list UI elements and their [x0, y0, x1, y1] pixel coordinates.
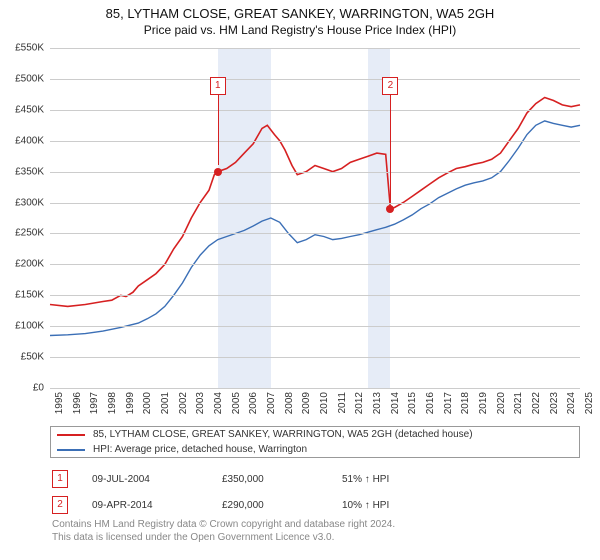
y-axis-label: £500K [0, 73, 44, 84]
legend-item: HPI: Average price, detached house, Warr… [51, 442, 579, 457]
x-axis-label: 1997 [89, 392, 100, 422]
gridline [50, 203, 580, 204]
x-axis-label: 1999 [125, 392, 136, 422]
marker-number-box: 2 [382, 77, 398, 95]
event-date: 09-APR-2014 [92, 500, 222, 511]
x-axis-label: 2015 [407, 392, 418, 422]
gridline [50, 233, 580, 234]
y-axis-label: £150K [0, 290, 44, 301]
gridline [50, 264, 580, 265]
chart-title: 85, LYTHAM CLOSE, GREAT SANKEY, WARRINGT… [0, 0, 600, 23]
x-axis-label: 1998 [107, 392, 118, 422]
x-axis-label: 2012 [354, 392, 365, 422]
y-axis-label: £350K [0, 166, 44, 177]
event-number: 2 [52, 496, 68, 514]
gridline [50, 357, 580, 358]
y-axis-label: £300K [0, 197, 44, 208]
x-axis-label: 2010 [319, 392, 330, 422]
legend: 85, LYTHAM CLOSE, GREAT SANKEY, WARRINGT… [50, 426, 580, 458]
x-axis-label: 2017 [443, 392, 454, 422]
gridline [50, 326, 580, 327]
y-axis-label: £100K [0, 321, 44, 332]
legend-swatch [57, 449, 85, 451]
y-axis-label: £250K [0, 228, 44, 239]
x-axis-label: 2003 [195, 392, 206, 422]
legend-label: 85, LYTHAM CLOSE, GREAT SANKEY, WARRINGT… [93, 429, 473, 440]
footnote-line1: Contains HM Land Registry data © Crown c… [52, 519, 395, 530]
event-pct: 51% ↑ HPI [342, 474, 462, 485]
legend-swatch [57, 434, 85, 436]
event-date: 09-JUL-2004 [92, 474, 222, 485]
x-axis-label: 2023 [549, 392, 560, 422]
x-axis-label: 2006 [248, 392, 259, 422]
marker-dot [214, 168, 222, 176]
x-axis-label: 2000 [142, 392, 153, 422]
marker-number-box: 1 [210, 77, 226, 95]
event-price: £290,000 [222, 500, 342, 511]
legend-label: HPI: Average price, detached house, Warr… [93, 444, 307, 455]
event-table: 1 09-JUL-2004£350,00051% ↑ HPI 2 09-APR-201… [50, 466, 580, 518]
chart-subtitle: Price paid vs. HM Land Registry's House … [0, 23, 600, 41]
event-price: £350,000 [222, 474, 342, 485]
gridline [50, 48, 580, 49]
x-axis-label: 1996 [72, 392, 83, 422]
footnote: Contains HM Land Registry data © Crown c… [52, 518, 395, 544]
x-axis-label: 2019 [478, 392, 489, 422]
x-axis-label: 2001 [160, 392, 171, 422]
footnote-line2: This data is licensed under the Open Gov… [52, 532, 334, 543]
x-axis-label: 2002 [178, 392, 189, 422]
gridline [50, 295, 580, 296]
x-axis-label: 2025 [584, 392, 595, 422]
x-axis-label: 2020 [496, 392, 507, 422]
y-axis-label: £550K [0, 43, 44, 54]
chart-container: 85, LYTHAM CLOSE, GREAT SANKEY, WARRINGT… [0, 0, 600, 560]
legend-item: 85, LYTHAM CLOSE, GREAT SANKEY, WARRINGT… [51, 427, 579, 442]
x-axis-label: 2014 [390, 392, 401, 422]
x-axis-label: 2007 [266, 392, 277, 422]
x-axis-label: 2011 [337, 392, 348, 422]
x-axis-label: 2005 [231, 392, 242, 422]
gridline [50, 388, 580, 389]
event-row: 1 09-JUL-2004£350,00051% ↑ HPI [50, 466, 580, 492]
x-axis-label: 2021 [513, 392, 524, 422]
x-axis-label: 2013 [372, 392, 383, 422]
plot-area: £0£50K£100K£150K£200K£250K£300K£350K£400… [50, 48, 580, 388]
marker-line [218, 94, 219, 165]
line-layer [50, 48, 580, 388]
x-axis-label: 2008 [284, 392, 295, 422]
gridline [50, 110, 580, 111]
y-axis-label: £0 [0, 383, 44, 394]
event-number: 1 [52, 470, 68, 488]
y-axis-label: £200K [0, 259, 44, 270]
y-axis-label: £50K [0, 352, 44, 363]
gridline [50, 141, 580, 142]
gridline [50, 79, 580, 80]
event-row: 2 09-APR-2014£290,00010% ↑ HPI [50, 492, 580, 518]
x-axis-label: 2016 [425, 392, 436, 422]
gridline [50, 172, 580, 173]
marker-dot [386, 205, 394, 213]
x-axis-label: 2009 [301, 392, 312, 422]
x-axis-label: 2024 [566, 392, 577, 422]
x-axis-label: 1995 [54, 392, 65, 422]
x-axis-label: 2022 [531, 392, 542, 422]
marker-line [390, 94, 391, 202]
x-axis-label: 2004 [213, 392, 224, 422]
y-axis-label: £400K [0, 135, 44, 146]
x-axis-label: 2018 [460, 392, 471, 422]
event-pct: 10% ↑ HPI [342, 500, 462, 511]
y-axis-label: £450K [0, 104, 44, 115]
